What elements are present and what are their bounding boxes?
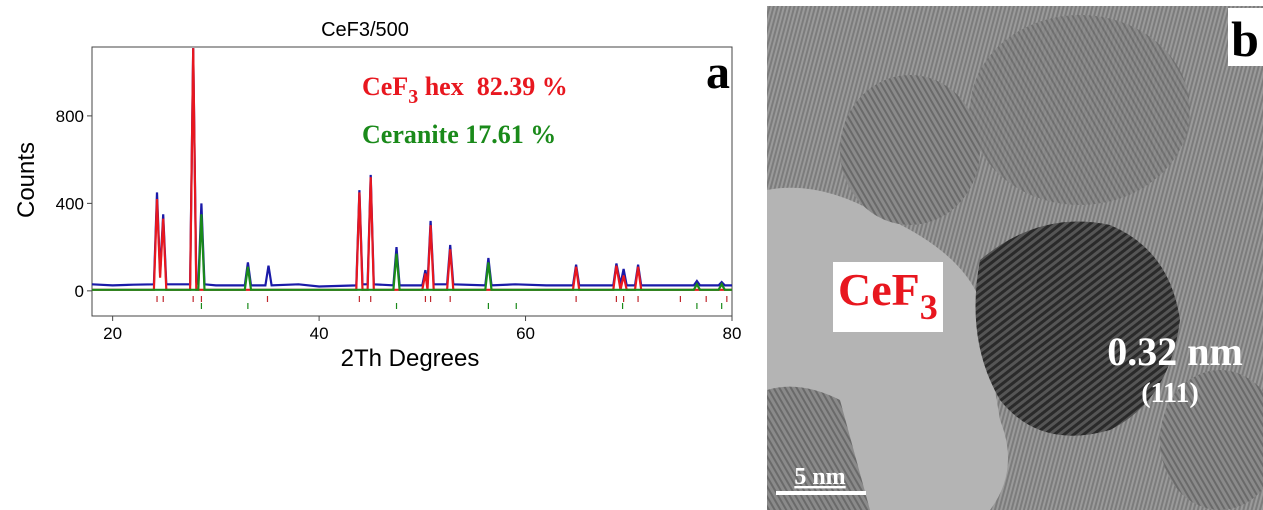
x-tick-label: 20 xyxy=(103,324,122,343)
tem-image: b CeF3 0.32 nm (111) 5 nm xyxy=(767,6,1263,510)
particle xyxy=(1160,370,1263,510)
scale-bar-label: 5 nm xyxy=(794,464,845,490)
material-label: CeF3 xyxy=(838,264,938,327)
material-subscript: 3 xyxy=(920,287,938,327)
plot-frame xyxy=(91,46,733,317)
annotation: CeF3 hex 82.39 % xyxy=(362,72,568,108)
plane-label: (111) xyxy=(1141,378,1199,409)
particle xyxy=(970,15,1190,205)
y-tick-label: 0 xyxy=(75,282,84,301)
x-tick-label: 80 xyxy=(723,324,742,343)
series-line xyxy=(92,48,732,291)
chart-title: CeF3/500 xyxy=(321,19,409,41)
label-box xyxy=(1228,8,1263,66)
series-line xyxy=(91,48,732,288)
label-box xyxy=(833,262,943,332)
panel-label: b xyxy=(1231,11,1259,67)
panel-label: a xyxy=(706,46,730,99)
x-tick-label: 40 xyxy=(310,324,329,343)
y-tick-label: 400 xyxy=(56,194,84,213)
series-line xyxy=(92,214,732,291)
x-axis-label: 2Th Degrees xyxy=(341,345,480,372)
annotation-text: CeF xyxy=(362,72,408,101)
y-tick-label: 800 xyxy=(56,107,84,126)
material-text: CeF xyxy=(838,264,920,315)
particle xyxy=(840,75,980,225)
annotation-text: Ceranite 17.61 % xyxy=(362,120,556,149)
annotation-text: hex 82.39 % xyxy=(418,72,568,101)
annotation: Ceranite 17.61 % xyxy=(362,120,556,149)
annotation-text: 3 xyxy=(408,86,418,108)
x-tick-label: 60 xyxy=(516,324,535,343)
spacing-label: 0.32 nm xyxy=(1107,329,1243,374)
y-axis-label: Counts xyxy=(13,142,40,218)
particle xyxy=(767,386,870,510)
particle xyxy=(975,221,1180,436)
